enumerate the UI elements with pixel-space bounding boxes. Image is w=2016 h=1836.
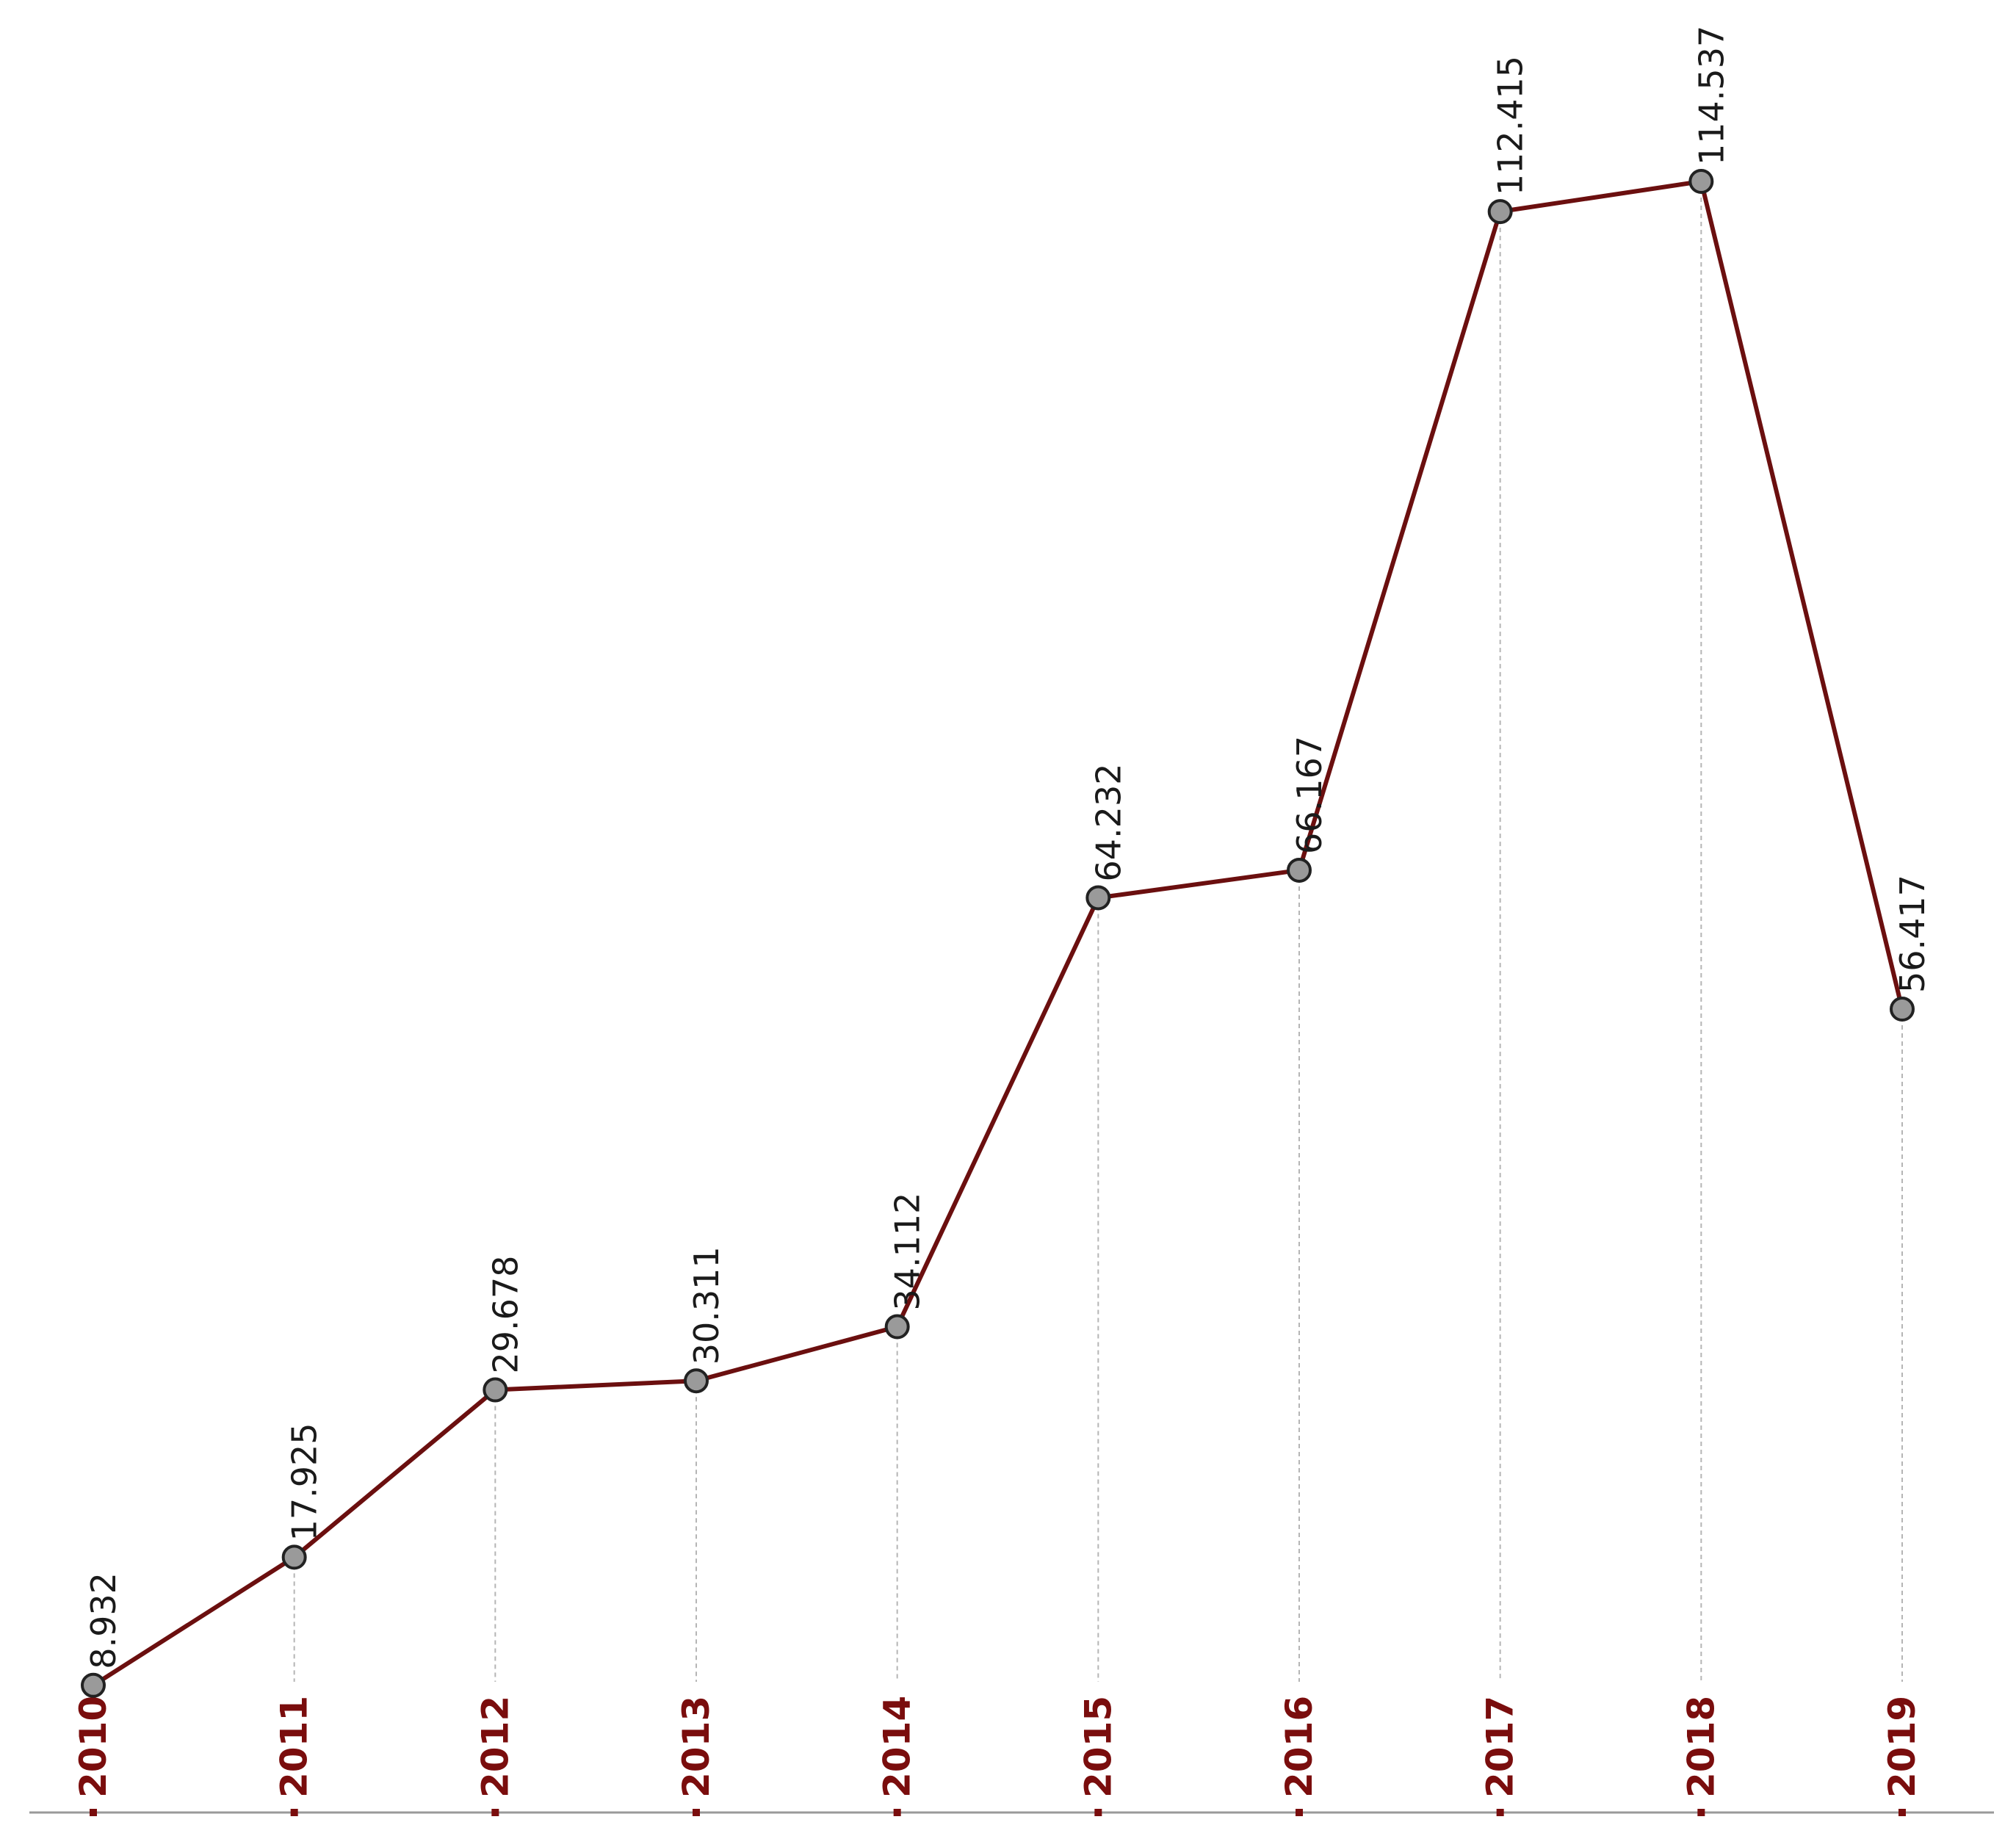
data-point [1287, 857, 1312, 883]
value-label: 29.678 [485, 1256, 525, 1374]
x-tick-label: 2016 [1278, 1696, 1320, 1798]
x-tick [1296, 1809, 1303, 1816]
value-label: 114.537 [1691, 26, 1731, 165]
data-point [1487, 199, 1513, 225]
value-label: 8.932 [84, 1572, 123, 1669]
data-point [1085, 885, 1111, 911]
x-tick-label: 2010 [72, 1696, 115, 1798]
data-point [281, 1544, 307, 1570]
x-tick-label: 2012 [474, 1696, 516, 1798]
value-label: 30.311 [687, 1246, 726, 1365]
x-tick [491, 1809, 499, 1816]
x-tick-label: 2015 [1077, 1696, 1119, 1798]
x-tick [1094, 1809, 1102, 1816]
x-tick [1898, 1809, 1906, 1816]
x-tick [1496, 1809, 1504, 1816]
data-point [1890, 997, 1915, 1022]
x-tick [290, 1809, 298, 1816]
value-label: 34.112 [888, 1193, 928, 1311]
value-label: 66.167 [1290, 736, 1329, 854]
x-tick-label: 2014 [876, 1696, 919, 1798]
x-tick-label: 2019 [1881, 1696, 1923, 1798]
x-tick [893, 1809, 901, 1816]
value-label: 64.232 [1088, 764, 1128, 882]
data-point [684, 1368, 709, 1394]
data-point [1688, 169, 1714, 194]
data-point [483, 1377, 508, 1403]
x-tick [1697, 1809, 1705, 1816]
x-tick-label: 2013 [675, 1696, 718, 1798]
data-line [92, 179, 1904, 1688]
x-tick [693, 1809, 700, 1816]
value-label: 17.925 [285, 1423, 325, 1541]
x-tick-label: 2011 [273, 1696, 316, 1798]
x-tick [90, 1809, 97, 1816]
x-tick-label: 2018 [1680, 1696, 1722, 1798]
data-point [884, 1314, 910, 1340]
value-label: 56.417 [1893, 875, 1932, 993]
x-tick-label: 2017 [1479, 1696, 1522, 1798]
data-point [81, 1672, 106, 1698]
value-label: 112.415 [1491, 56, 1531, 195]
